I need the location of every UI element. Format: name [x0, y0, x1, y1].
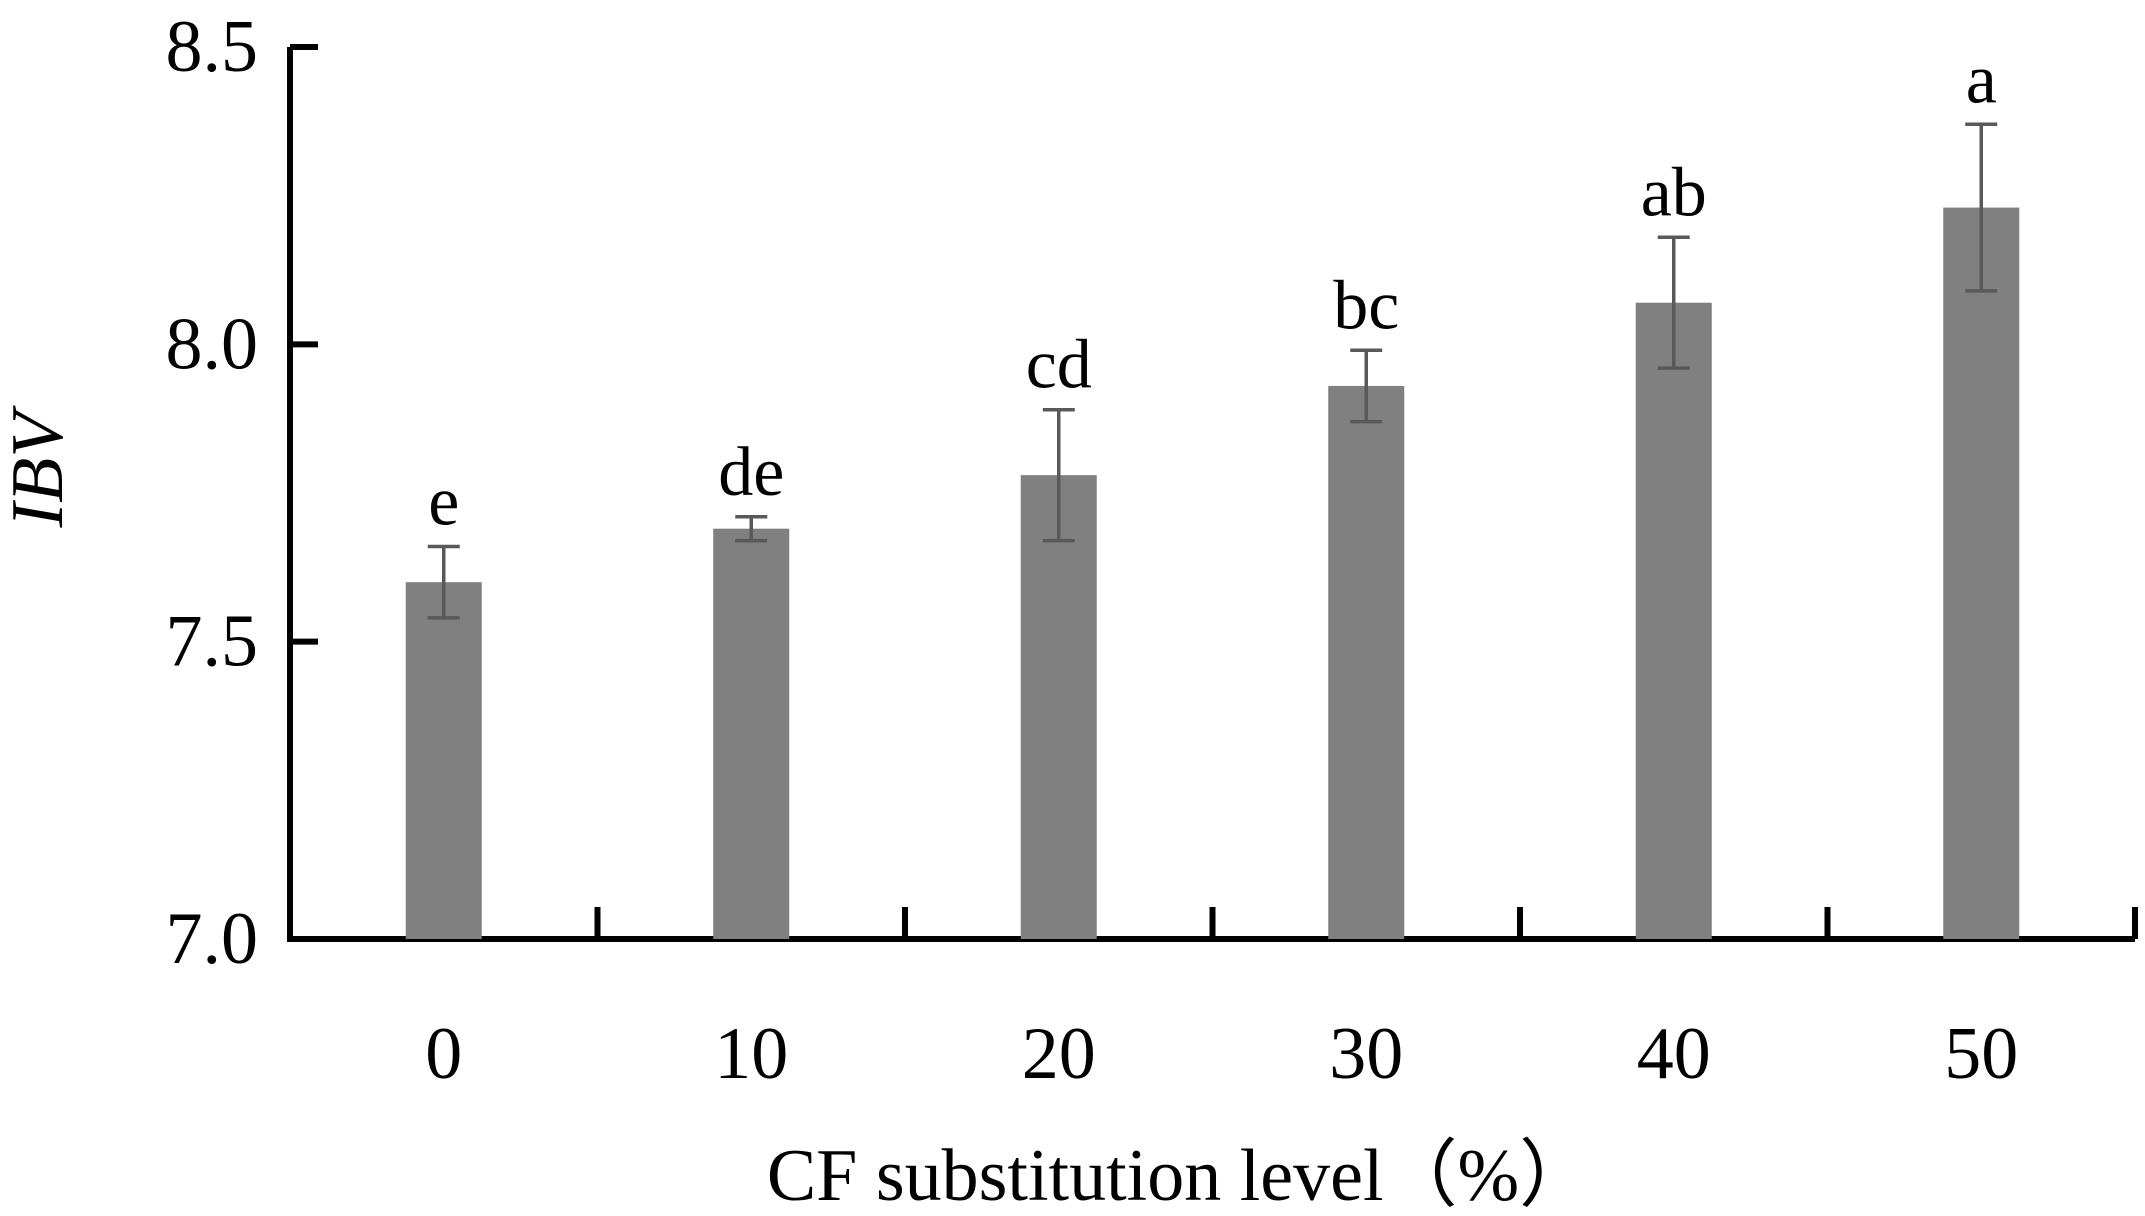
x-tick-label: 50: [1944, 1013, 2018, 1095]
y-tick-label: 8.5: [166, 6, 259, 88]
bar: [1328, 385, 1405, 940]
x-tick-label: 10: [714, 1013, 788, 1095]
bar: [405, 582, 482, 939]
significance-label: e: [428, 464, 459, 541]
y-tick-label: 7.0: [166, 898, 259, 980]
x-tick-label: 0: [425, 1013, 462, 1095]
x-tick-label: 30: [1329, 1013, 1403, 1095]
bar: [1635, 302, 1712, 939]
x-tick-label: 40: [1637, 1013, 1711, 1095]
bar: [713, 528, 790, 939]
y-axis-title: IBV: [0, 405, 79, 529]
x-axis-title: CF substitution level（%）: [767, 1135, 1593, 1216]
axes: [287, 44, 2138, 942]
y-tick-label: 7.5: [166, 601, 259, 683]
significance-label: ab: [1641, 154, 1707, 231]
bar: [1020, 475, 1097, 939]
y-tick-label: 8.0: [166, 303, 259, 385]
bar: [1943, 207, 2020, 939]
significance-label: a: [1966, 41, 1997, 118]
labels: 7.0 7.5 8.0 8.5 e 0 de 10 cd 20 bc 30 ab 40 a 50: [166, 6, 2019, 1095]
x-tick-label: 20: [1022, 1013, 1096, 1095]
significance-label: bc: [1333, 267, 1399, 344]
bars: [405, 122, 2020, 940]
significance-label: de: [718, 434, 784, 511]
significance-label: cd: [1026, 327, 1092, 404]
